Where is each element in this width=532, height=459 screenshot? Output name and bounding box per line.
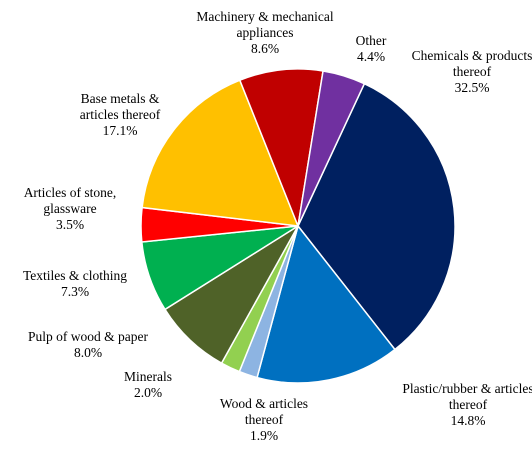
category-label: Base metals & articles thereof <box>79 91 161 122</box>
value-label: 3.5% <box>55 217 85 232</box>
category-label: Pulp of wood & paper <box>28 329 148 344</box>
value-label: 2.0% <box>133 385 163 400</box>
slice-label: Machinery & mechanical appliances 8.6% <box>170 9 360 57</box>
slice-label: Pulp of wood & paper 8.0% <box>13 329 163 361</box>
slice-label: Minerals 2.0% <box>108 369 188 401</box>
slice-label: Wood & articles thereof 1.9% <box>209 396 319 444</box>
pie-slice <box>256 224 396 384</box>
category-label: Articles of stone, glassware <box>23 185 117 216</box>
slice-label: Articles of stone, glassware 3.5% <box>15 185 125 233</box>
category-label: Plastic/rubber & articles thereof <box>402 381 532 412</box>
value-label: 14.8% <box>450 413 486 428</box>
slice-label: Chemicals & products thereof 32.5% <box>407 48 532 96</box>
category-label: Other <box>355 33 387 48</box>
slice-label: Base metals & articles thereof 17.1% <box>60 91 180 139</box>
value-label: 32.5% <box>454 80 490 95</box>
category-label: Minerals <box>124 369 172 384</box>
slice-label: Textiles & clothing 7.3% <box>5 268 145 300</box>
pie-slice <box>141 79 300 227</box>
slice-label: Other 4.4% <box>341 33 401 65</box>
value-label: 4.4% <box>356 49 386 64</box>
value-label: 8.6% <box>250 41 280 56</box>
value-label: 7.3% <box>60 284 90 299</box>
category-label: Wood & articles thereof <box>219 396 309 427</box>
category-label: Chemicals & products thereof <box>411 48 532 79</box>
pie-slice <box>238 68 324 229</box>
value-label: 8.0% <box>73 345 103 360</box>
slice-label: Plastic/rubber & articles thereof 14.8% <box>398 381 532 429</box>
category-label: Textiles & clothing <box>22 268 128 283</box>
value-label: 17.1% <box>102 123 138 138</box>
pie-slice <box>297 70 366 227</box>
value-label: 1.9% <box>249 428 279 443</box>
pie-slice <box>297 82 456 351</box>
category-label: Machinery & mechanical appliances <box>196 9 334 40</box>
